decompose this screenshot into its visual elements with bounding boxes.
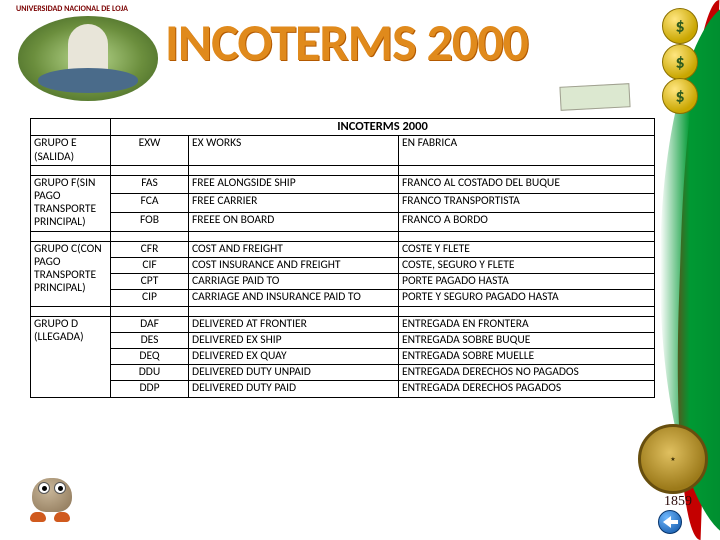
table-row: DDUDELIVERED DUTY UNPAIDENTREGADA DERECH… xyxy=(31,365,655,381)
incoterm-english: COST AND FREIGHT xyxy=(189,241,399,257)
incoterm-english: DELIVERED AT FRONTIER xyxy=(189,316,399,332)
potato-character-icon xyxy=(24,472,78,522)
spacer-row xyxy=(31,165,655,175)
home-button[interactable] xyxy=(656,510,684,534)
group-label: GRUPO E (SALIDA) xyxy=(31,136,111,165)
incoterm-english: DELIVERED EX SHIP xyxy=(189,332,399,348)
incoterms-table-container: INCOTERMS 2000 GRUPO E (SALIDA)EXWEX WOR… xyxy=(30,118,655,398)
table-row: DEQDELIVERED EX QUAYENTREGADA SOBRE MUEL… xyxy=(31,349,655,365)
table-title-row: INCOTERMS 2000 xyxy=(31,119,655,136)
incoterm-spanish: EN FABRICA xyxy=(399,136,655,165)
incoterm-spanish: COSTE, SEGURO Y FLETE xyxy=(399,257,655,273)
incoterm-english: FREEE ON BOARD xyxy=(189,213,399,232)
coin-symbol: $ xyxy=(675,15,684,37)
group-label: GRUPO D (LLEGADA) xyxy=(31,316,111,397)
university-seal-icon: ★ xyxy=(638,424,708,494)
incoterm-spanish: ENTREGADA EN FRONTERA xyxy=(399,316,655,332)
table-row: CPTCARRIAGE PAID TOPORTE PAGADO HASTA xyxy=(31,274,655,290)
table-row: GRUPO F(SIN PAGO TRANSPORTE PRINCIPAL)FA… xyxy=(31,175,655,194)
incoterm-spanish: ENTREGADA SOBRE BUQUE xyxy=(399,332,655,348)
incoterm-english: CARRIAGE AND INSURANCE PAID TO xyxy=(189,290,399,306)
table-row: DESDELIVERED EX SHIPENTREGADA SOBRE BUQU… xyxy=(31,332,655,348)
incoterm-english: FREE ALONGSIDE SHIP xyxy=(189,175,399,194)
dollar-coin-icon: $ xyxy=(662,8,712,46)
incoterm-code: DDP xyxy=(111,381,189,397)
incoterm-spanish: PORTE PAGADO HASTA xyxy=(399,274,655,290)
incoterm-code: FOB xyxy=(111,213,189,232)
table-row: GRUPO C(CON PAGO TRANSPORTE PRINCIPAL)CF… xyxy=(31,241,655,257)
incoterm-spanish: ENTREGADA DERECHOS PAGADOS xyxy=(399,381,655,397)
table-row: FOBFREEE ON BOARDFRANCO A BORDO xyxy=(31,213,655,232)
incoterm-english: DELIVERED DUTY UNPAID xyxy=(189,365,399,381)
incoterm-spanish: ENTREGADA DERECHOS NO PAGADOS xyxy=(399,365,655,381)
seal-year: 1859 xyxy=(664,494,692,510)
cash-bills-icon xyxy=(559,83,630,111)
coin-icon: $ xyxy=(662,78,698,114)
fountain-photo-placeholder xyxy=(18,16,158,101)
coin-icon: $ xyxy=(662,44,698,80)
table-row: FCAFREE CARRIERFRANCO TRANSPORTISTA xyxy=(31,194,655,213)
incoterm-code: DEQ xyxy=(111,349,189,365)
spacer-row xyxy=(31,231,655,241)
coin-icon: $ xyxy=(662,8,698,44)
incoterm-code: DAF xyxy=(111,316,189,332)
incoterm-spanish: ENTREGADA SOBRE MUELLE xyxy=(399,349,655,365)
coin-symbol: $ xyxy=(675,51,684,73)
incoterm-code: FAS xyxy=(111,175,189,194)
table-title: INCOTERMS 2000 xyxy=(111,119,655,136)
incoterm-english: COST INSURANCE AND FREIGHT xyxy=(189,257,399,273)
incoterm-code: DES xyxy=(111,332,189,348)
dollar-coin-icon: $ xyxy=(662,78,712,116)
incoterm-spanish: COSTE Y FLETE xyxy=(399,241,655,257)
university-label: UNIVERSIDAD NACIONAL DE LOJA xyxy=(16,4,128,14)
table-row: CIPCARRIAGE AND INSURANCE PAID TOPORTE Y… xyxy=(31,290,655,306)
incoterm-code: CFR xyxy=(111,241,189,257)
incoterm-code: CPT xyxy=(111,274,189,290)
incoterm-english: FREE CARRIER xyxy=(189,194,399,213)
incoterm-code: DDU xyxy=(111,365,189,381)
table-row: CIFCOST INSURANCE AND FREIGHTCOSTE, SEGU… xyxy=(31,257,655,273)
incoterm-english: EX WORKS xyxy=(189,136,399,165)
spacer-row xyxy=(31,306,655,316)
incoterm-spanish: FRANCO TRANSPORTISTA xyxy=(399,194,655,213)
coin-symbol: $ xyxy=(675,85,684,107)
incoterm-english: DELIVERED EX QUAY xyxy=(189,349,399,365)
incoterm-code: EXW xyxy=(111,136,189,165)
table-row: GRUPO E (SALIDA)EXWEX WORKSEN FABRICA xyxy=(31,136,655,165)
incoterm-code: CIF xyxy=(111,257,189,273)
group-label: GRUPO C(CON PAGO TRANSPORTE PRINCIPAL) xyxy=(31,241,111,306)
incoterm-spanish: FRANCO A BORDO xyxy=(399,213,655,232)
incoterm-code: CIP xyxy=(111,290,189,306)
group-label: GRUPO F(SIN PAGO TRANSPORTE PRINCIPAL) xyxy=(31,175,111,231)
dollar-coin-icon: $ xyxy=(662,44,712,82)
incoterm-code: FCA xyxy=(111,194,189,213)
incoterm-english: CARRIAGE PAID TO xyxy=(189,274,399,290)
incoterms-table: INCOTERMS 2000 GRUPO E (SALIDA)EXWEX WOR… xyxy=(30,118,655,398)
incoterm-spanish: FRANCO AL COSTADO DEL BUQUE xyxy=(399,175,655,194)
incoterm-spanish: PORTE Y SEGURO PAGADO HASTA xyxy=(399,290,655,306)
page-title: INCOTERMS 2000 xyxy=(165,10,528,74)
incoterm-english: DELIVERED DUTY PAID xyxy=(189,381,399,397)
table-row: GRUPO D (LLEGADA)DAFDELIVERED AT FRONTIE… xyxy=(31,316,655,332)
table-row: DDPDELIVERED DUTY PAIDENTREGADA DERECHOS… xyxy=(31,381,655,397)
back-arrow-stem xyxy=(670,520,678,524)
